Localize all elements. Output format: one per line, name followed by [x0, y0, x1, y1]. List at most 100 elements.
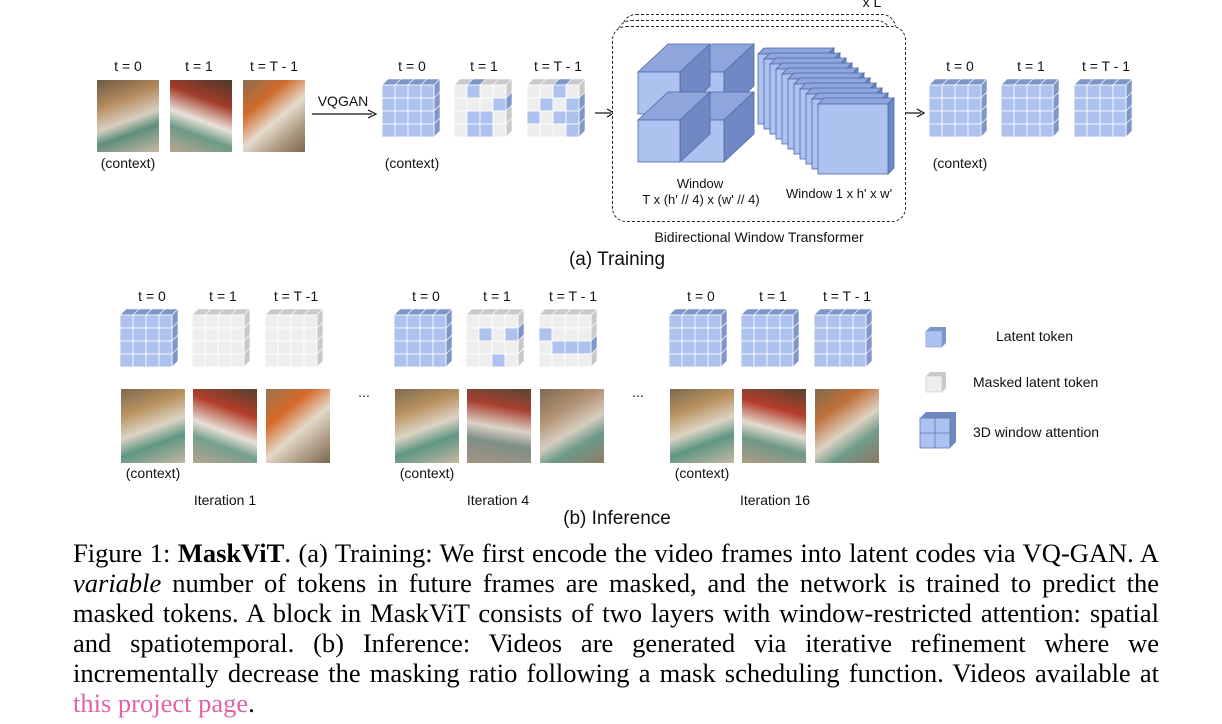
latent-token: [504, 327, 519, 342]
latent-token: [538, 327, 553, 342]
iteration-4-label: Iteration 4: [466, 492, 530, 508]
caption-prefix: Figure 1:: [73, 538, 178, 568]
masked-token: [491, 327, 506, 342]
latent-token: [1000, 110, 1015, 125]
latent-token: [668, 314, 683, 329]
latent-token: [852, 340, 867, 355]
masked-token: [230, 314, 245, 329]
project-page-link[interactable]: this project page: [73, 688, 249, 718]
video-frame-photo: [395, 389, 459, 463]
latent-token-grid: [465, 308, 525, 373]
inference-section-label: (b) Inference: [563, 508, 671, 529]
latent-token: [813, 353, 828, 368]
latent-token: [552, 110, 567, 125]
video-frame-photo: [670, 389, 734, 463]
train-latent-label-t0: t = 0: [398, 58, 426, 74]
vqgan-label: VQGAN: [317, 93, 369, 109]
latent-token: [967, 84, 982, 99]
latent-token: [1073, 123, 1088, 138]
latent-token: [753, 340, 768, 355]
masked-token: [264, 327, 279, 342]
latent-token: [753, 327, 768, 342]
latent-token: [526, 110, 541, 125]
latent-token: [119, 314, 134, 329]
latent-token-grid: [1000, 78, 1060, 143]
masked-token: [564, 353, 579, 368]
masked-token: [303, 314, 318, 329]
latent-token: [394, 123, 409, 138]
latent-token: [432, 314, 447, 329]
spatial-window: [817, 97, 895, 105]
masked-token: [191, 327, 206, 342]
latent-token: [1112, 84, 1127, 99]
masked-token: [453, 123, 468, 138]
masked-token: [465, 327, 480, 342]
masked-token: [491, 314, 506, 329]
masked-token: [290, 340, 305, 355]
latent-token: [393, 314, 408, 329]
masked-token: [264, 340, 279, 355]
latent-token: [466, 84, 481, 99]
train-latent-label-t1: t = 1: [470, 58, 498, 74]
spatial-window: [817, 103, 889, 175]
window-attention-icon: [919, 412, 956, 449]
latent-token: [928, 97, 943, 112]
ellipsis: ...: [358, 384, 370, 400]
latent-token: [1112, 97, 1127, 112]
latent-token: [766, 327, 781, 342]
latent-token: [394, 84, 409, 99]
latent-token: [406, 314, 421, 329]
latent-token: [779, 314, 794, 329]
latent-token: [145, 340, 160, 355]
inf1-label-t0: t = 0: [138, 288, 166, 304]
train-output-label-tlast: t = T - 1: [1081, 58, 1131, 74]
latent-token: [928, 84, 943, 99]
latent-token: [839, 340, 854, 355]
latent-token: [1039, 123, 1054, 138]
figure-1: t = 0 t = 1 t = T - 1 (context) VQGAN t …: [97, 0, 1133, 529]
caption-text-1: . (a) Training: We first encode the vide…: [284, 538, 1159, 568]
latent-token: [1013, 110, 1028, 125]
latent-token: [420, 123, 435, 138]
masked-token: [453, 97, 468, 112]
video-frame-photo: [815, 389, 879, 463]
latent-token: [779, 353, 794, 368]
masked-token: [539, 110, 554, 125]
masked-token: [277, 314, 292, 329]
latent-token: [132, 353, 147, 368]
masked-token: [453, 110, 468, 125]
inf16-context-label: (context): [674, 465, 730, 481]
masked-token: [453, 84, 468, 99]
masked-token: [539, 123, 554, 138]
latent-token: [420, 84, 435, 99]
latent-token: [826, 327, 841, 342]
latent-token: [668, 327, 683, 342]
masked-token: [552, 97, 567, 112]
masked-token-icon: [925, 372, 946, 393]
transformer-label: Bidirectional Window Transformer: [654, 229, 864, 245]
inf16-label-tlast: t = T - 1: [822, 288, 872, 304]
latent-token: [839, 327, 854, 342]
caption-model-name: MaskViT: [177, 538, 285, 568]
train-latent-label-tlast: t = T - 1: [533, 58, 583, 74]
masked-token: [303, 327, 318, 342]
latent-token-grid: [526, 78, 586, 143]
latent-token: [740, 327, 755, 342]
masked-token: [538, 314, 553, 329]
latent-token: [1112, 123, 1127, 138]
latent-token: [941, 84, 956, 99]
latent-token: [740, 314, 755, 329]
latent-token: [420, 97, 435, 112]
masked-token: [551, 353, 566, 368]
masked-token: [204, 353, 219, 368]
latent-token: [119, 353, 134, 368]
latent-token: [826, 314, 841, 329]
masked-token: [290, 314, 305, 329]
latent-token: [694, 327, 709, 342]
latent-token: [478, 327, 493, 342]
vqgan-arrow: [312, 109, 378, 119]
latent-token: [941, 110, 956, 125]
latent-token: [1000, 123, 1015, 138]
masked-token: [552, 123, 567, 138]
masked-token: [191, 340, 206, 355]
